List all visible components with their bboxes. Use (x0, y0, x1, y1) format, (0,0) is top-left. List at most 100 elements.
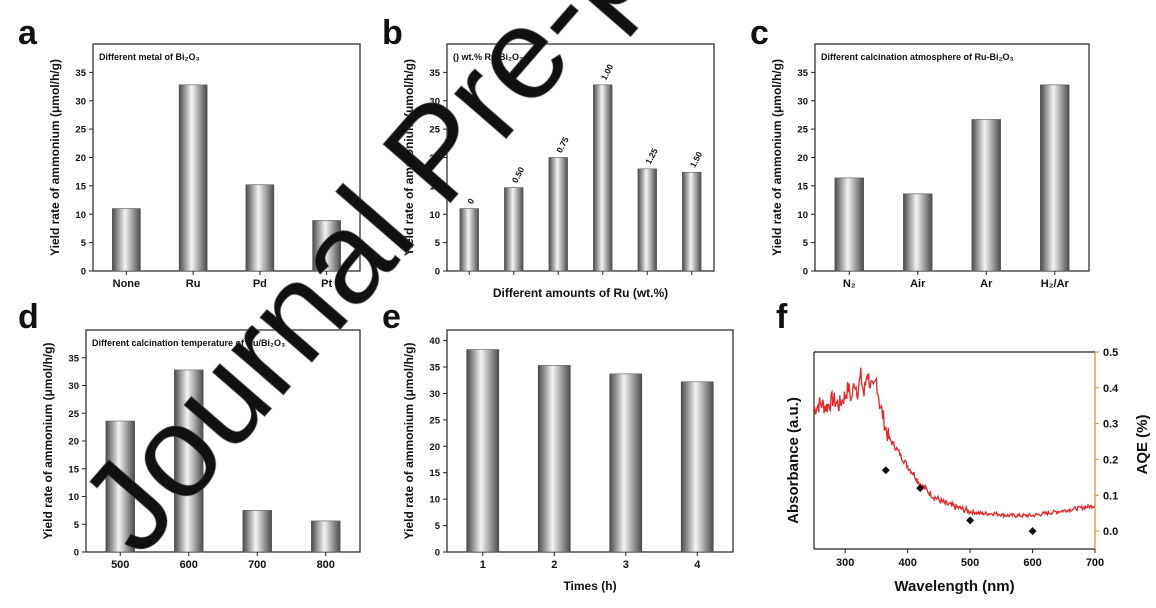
panel-letter-f: f (776, 298, 788, 336)
x-tick-label-c: Ar (980, 278, 993, 290)
y-tick-label-a: 5 (81, 238, 87, 249)
y-tick-label-d: 0 (74, 548, 79, 559)
chart-panel-c: 0 5 10 15 20 25 30 35 N₂ Air Ar H₂/Ar Different calc… (770, 43, 1090, 290)
x-tick-label-e: 3 (623, 559, 629, 571)
bar-b (593, 84, 613, 272)
bar-e (609, 373, 643, 553)
chart-panel-e: 0 5 10 15 20 25 30 35 40 1 2 3 4 Yield rate of ammoni… (402, 329, 734, 593)
y-tick-label-e: 35 (429, 363, 440, 374)
chart-panel-f: 300 400 500 600 700 0.0 0.1 0.2 0.3 0.4 0.5 Wavelen… (785, 347, 1151, 595)
aqe-point (881, 466, 890, 475)
data-label-b: 0.50 (510, 165, 527, 185)
chart-panel-d: 0 5 10 15 20 25 30 35 500 600 700 800 Different calc… (41, 329, 361, 571)
x-axis-title-f: Wavelength (nm) (894, 578, 1014, 595)
bar-d (174, 369, 204, 553)
y-axis-title-d: Yield rate of ammonium (μmol/h/g) (41, 343, 55, 540)
y2-tick-label-f: 0.2 (1103, 454, 1118, 466)
y-tick-label-b: 30 (429, 96, 440, 107)
bar-d (242, 510, 272, 553)
y-tick-label-b: 25 (429, 125, 440, 136)
y2-tick-label-f: 0.1 (1103, 490, 1118, 502)
y-tick-label-d: 15 (68, 464, 79, 475)
data-label-b: 1.00 (599, 62, 616, 82)
y-tick-label-c: 15 (797, 181, 808, 192)
bar-c (903, 193, 933, 272)
plot-frame-b (446, 43, 715, 272)
x-tick-label-d: 700 (248, 559, 266, 571)
x-tick-label-f: 600 (1023, 557, 1041, 569)
y-axis-title-f: Absorbance (a.u.) (785, 397, 802, 524)
bar-a (112, 208, 141, 272)
y-tick-label-e: 25 (429, 415, 440, 426)
x-tick-label-a: Ru (186, 278, 201, 290)
y-tick-label-e: 40 (429, 336, 440, 347)
y-tick-label-a: 10 (75, 210, 86, 221)
y-tick-label-c: 20 (797, 153, 808, 164)
y-tick-label-b: 0 (435, 267, 440, 278)
x-tick-label-f: 400 (898, 557, 916, 569)
y-axis-title-a: Yield rate of ammonium (μmol/h/g) (48, 59, 62, 256)
x-tick-label-a: None (113, 278, 141, 290)
chart-title-d: Different calcination temperature of Ru/… (92, 338, 285, 348)
bar-e (680, 381, 714, 553)
y-tick-label-b: 5 (435, 238, 441, 249)
bar-c (971, 119, 1001, 272)
y-tick-label-e: 30 (429, 389, 440, 400)
y-tick-label-b: 35 (429, 68, 440, 79)
y-tick-label-e: 20 (429, 442, 440, 453)
chart-panel-a: 0 5 10 15 20 25 30 35 None Ru Pd Pt Different metal … (48, 43, 361, 290)
x-tick-label-f: 300 (836, 557, 854, 569)
y-tick-label-e: 10 (429, 495, 440, 506)
x-tick-label-a: Pd (253, 278, 267, 290)
x-tick-label-c: H₂/Ar (1041, 278, 1070, 290)
bar-c (834, 177, 864, 272)
y-tick-label-d: 25 (68, 409, 79, 420)
bar-d (311, 520, 341, 553)
bar-e (466, 349, 500, 553)
y2-tick-label-f: 0.0 (1103, 526, 1118, 538)
y-tick-label-d: 20 (68, 437, 79, 448)
y-tick-label-b: 15 (429, 181, 440, 192)
x-axis-title-e: Times (h) (563, 579, 616, 593)
chart-panel-b: 0 5 10 15 20 25 30 35 0 0.50 0.75 1.00 1.25 1.50 () wt… (402, 43, 715, 300)
y-axis-title-e: Yield rate of ammonium (μmol/h/g) (402, 343, 416, 540)
x-tick-label-a: Pt (321, 278, 332, 290)
aqe-point (916, 484, 925, 493)
x-tick-label-f: 500 (961, 557, 979, 569)
bar-b (682, 171, 702, 272)
y2-tick-label-f: 0.5 (1103, 347, 1118, 359)
y-tick-label-b: 10 (429, 210, 440, 221)
aqe-point (966, 516, 975, 525)
x-tick-label-e: 4 (694, 559, 701, 571)
y-tick-label-a: 0 (81, 267, 86, 278)
y-tick-label-a: 20 (75, 153, 86, 164)
bar-b (637, 168, 657, 272)
x-tick-label-c: N₂ (843, 278, 856, 290)
panel-letter-d: d (18, 298, 39, 336)
y-tick-label-e: 5 (435, 521, 441, 532)
y-axis-title-c: Yield rate of ammonium (μmol/h/g) (770, 59, 784, 256)
y2-tick-label-f: 0.3 (1103, 419, 1118, 431)
bar-a (245, 184, 275, 272)
y2-tick-label-f: 0.4 (1103, 383, 1119, 395)
data-label-b: 0.75 (554, 135, 571, 155)
y-tick-label-d: 30 (68, 381, 79, 392)
x-tick-label-e: 2 (551, 559, 557, 571)
bar-b (548, 157, 568, 272)
y-tick-label-c: 10 (797, 210, 808, 221)
aqe-point (1028, 527, 1037, 536)
data-label-b: 1.25 (643, 146, 660, 166)
x-tick-label-e: 1 (480, 559, 486, 571)
y-tick-label-e: 0 (435, 548, 440, 559)
panel-letter-e: e (382, 298, 401, 336)
y-tick-label-d: 10 (68, 492, 79, 503)
x-axis-title-b: Different amounts of Ru (wt.%) (493, 286, 668, 300)
panel-letter-c: c (750, 14, 769, 52)
y-tick-label-a: 35 (75, 68, 86, 79)
x-tick-label-d: 800 (317, 559, 335, 571)
x-tick-label-d: 500 (111, 559, 129, 571)
chart-title-b: () wt.% Ru/Bi₂O₃ (453, 52, 523, 62)
data-label-b: 1.50 (688, 150, 705, 170)
bar-d (105, 420, 135, 553)
